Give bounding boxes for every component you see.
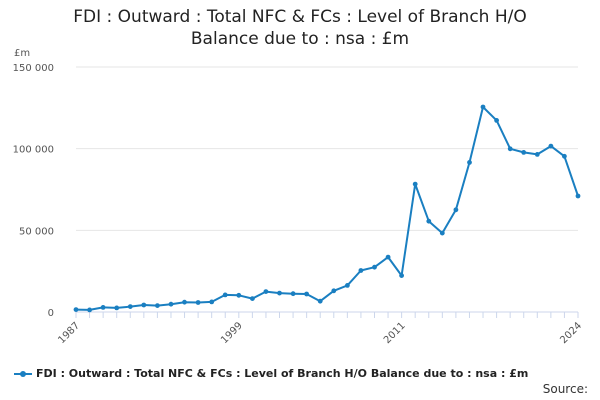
- data-point: [480, 104, 486, 110]
- chart-title-line-2: Balance due to : nsa : £m: [190, 29, 410, 49]
- data-point: [127, 304, 133, 309]
- data-point: [73, 307, 79, 312]
- data-point: [87, 307, 92, 313]
- data-point: [467, 160, 472, 165]
- data-point: [141, 302, 147, 308]
- data-point: [534, 152, 540, 157]
- data-point: [182, 299, 187, 305]
- legend-label: FDI : Outward : Total NFC & FCs : Level …: [36, 367, 529, 380]
- data-point: [209, 299, 215, 305]
- data-point: [277, 290, 282, 296]
- data-point: [236, 292, 242, 298]
- x-tick-label: 2024: [558, 320, 584, 346]
- data-point: [507, 146, 513, 152]
- y-tick-label: 100 000: [13, 145, 54, 156]
- data-point: [263, 289, 269, 294]
- x-tick-label: 1987: [56, 320, 82, 346]
- data-point: [372, 264, 377, 270]
- data-point: [222, 292, 228, 298]
- y-unit-label: £m: [14, 48, 30, 59]
- data-point: [521, 150, 527, 155]
- data-point: [317, 298, 323, 304]
- data-point: [548, 143, 554, 149]
- data-point: [453, 207, 459, 213]
- data-point: [494, 118, 499, 123]
- legend-line-marker-icon: [14, 369, 32, 379]
- data-point: [562, 153, 567, 159]
- data-point: [100, 305, 106, 310]
- data-point: [155, 303, 160, 308]
- data-point: [399, 273, 404, 278]
- data-point: [250, 296, 255, 301]
- x-tick-label: 2011: [382, 320, 408, 346]
- chart-legend: FDI : Outward : Total NFC & FCs : Level …: [14, 367, 600, 380]
- data-point: [345, 283, 350, 288]
- source-label: Source:: [542, 382, 588, 396]
- data-point: [358, 268, 364, 273]
- y-tick-label: 50 000: [19, 226, 54, 237]
- series-line: [75, 106, 579, 311]
- data-point: [114, 305, 120, 311]
- data-point: [439, 230, 445, 236]
- data-point: [426, 218, 432, 224]
- chart-title-line-1: FDI : Outward : Total NFC & FCs : Level …: [73, 7, 527, 27]
- data-point: [195, 300, 201, 305]
- data-point: [385, 254, 391, 260]
- data-point: [331, 288, 337, 294]
- data-point: [168, 301, 174, 307]
- chart-title: FDI : Outward : Total NFC & FCs : Level …: [0, 6, 600, 50]
- data-point: [304, 291, 309, 297]
- x-tick-label: 1999: [219, 320, 245, 346]
- data-point: [290, 291, 296, 297]
- data-point: [575, 193, 581, 199]
- data-point: [412, 181, 418, 187]
- y-tick-label: 0: [48, 308, 54, 319]
- y-tick-label: 150 000: [13, 63, 54, 74]
